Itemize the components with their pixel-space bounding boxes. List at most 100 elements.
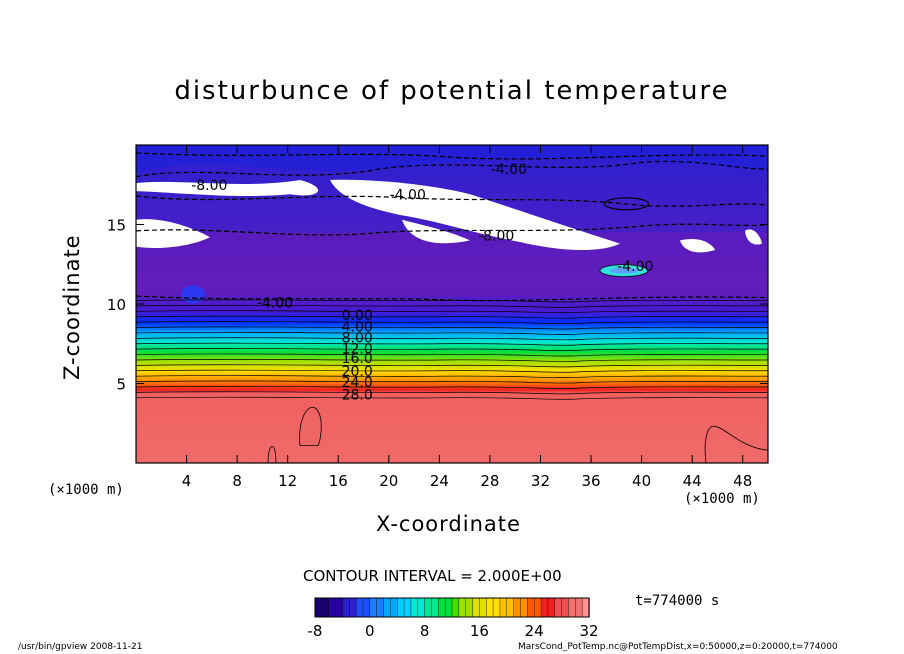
colorbar-cell [369, 597, 378, 618]
masked-region [402, 219, 470, 244]
colorbar-cell [390, 597, 398, 618]
contour-label: -4.00 [257, 295, 293, 311]
contour-label: 0.00 [342, 308, 373, 324]
colorbar-cell [472, 597, 481, 618]
contour-label: -8.00 [478, 229, 514, 245]
colorbar-cell [321, 597, 330, 618]
x-tick-label: 24 [430, 472, 449, 490]
contour-label: 28.0 [342, 388, 373, 404]
contour-line [135, 315, 769, 319]
colorbar-cell [397, 597, 405, 618]
colorbar-cell [458, 597, 467, 618]
colorbar-cell [417, 597, 426, 618]
blue-anomaly [180, 285, 205, 304]
contour-line [135, 326, 769, 330]
contour-line [135, 337, 769, 341]
contour-line [135, 348, 769, 352]
colorbar-cell [492, 597, 501, 618]
contour-label: 8.00 [342, 330, 373, 346]
x-tick-label: 16 [329, 472, 348, 490]
x-tick-label: 48 [733, 472, 752, 490]
contour-line-negative [135, 295, 769, 302]
contour-label: -4.00 [390, 187, 426, 203]
contour-line [135, 380, 769, 384]
contour-loop-lower [267, 445, 277, 464]
contour-line-negative [135, 160, 769, 178]
contour-line [135, 331, 769, 335]
contour-label: 16.0 [342, 351, 373, 367]
contour-loop-lower [299, 406, 322, 446]
x-tick-label: 36 [581, 472, 600, 490]
contour-line [135, 304, 769, 308]
contour-loop-lower [704, 426, 769, 464]
footer-source: MarsCond_PotTemp.nc@PotTempDist,x=0:5000… [518, 642, 838, 652]
purple-band [136, 232, 768, 297]
colorbar-cell [438, 597, 446, 618]
contour-line [135, 358, 769, 362]
colorbar-cell [554, 597, 563, 618]
colorbar-tick-label: 0 [365, 622, 375, 640]
contour-line-negative [135, 223, 769, 236]
contour-interval-label: CONTOUR INTERVAL = 2.000E+00 [303, 567, 562, 585]
contour-line [135, 369, 769, 373]
y-tick-label: 15 [107, 217, 126, 235]
x-unit-left: (×1000 m) [48, 482, 124, 498]
y-axis-label: Z-coordinate [60, 234, 84, 380]
chart-title: disturbunce of potential temperature [174, 76, 730, 106]
colorbar-cell [314, 597, 323, 618]
x-axis-label: X-coordinate [376, 512, 521, 536]
x-tick-label: 8 [232, 472, 242, 490]
contour-label: -8.00 [191, 178, 227, 194]
colorbar-cell [465, 597, 474, 618]
colorbar-tick-label: 8 [420, 622, 430, 640]
colorbar-cell [362, 597, 371, 618]
cyan-anomaly-core [609, 267, 638, 274]
footer-command: /usr/bin/gpview 2008-11-21 [18, 642, 143, 652]
masked-region [136, 219, 210, 248]
contour-line-negative [135, 152, 769, 160]
x-tick-label: 12 [278, 472, 297, 490]
x-tick-label: 32 [531, 472, 550, 490]
colorbar-cell [520, 597, 529, 618]
contour-label: 20.0 [342, 364, 373, 380]
contour-label: 12.0 [342, 342, 373, 358]
colorbar-cell [424, 597, 433, 618]
colorbar-cell [355, 597, 364, 618]
x-tick-label: 44 [683, 472, 702, 490]
contour-line [135, 375, 769, 379]
contour-line-negative [135, 195, 769, 207]
x-unit-right: (×1000 m) [684, 491, 760, 507]
colorbar-cell [575, 597, 583, 618]
colorbar-tick-label: 16 [470, 622, 489, 640]
colorbar-cell [581, 597, 590, 618]
colorbar-tick-label: 32 [579, 622, 598, 640]
contour-label: -4.00 [617, 259, 653, 275]
contour-label: 4.00 [342, 319, 373, 335]
colorbar-cell [479, 597, 487, 618]
contour-line [135, 396, 769, 400]
colorbar: -8 0 8 16 24 32 [308, 597, 599, 640]
colorbar-tick-label: 24 [525, 622, 544, 640]
colorbar-cell [349, 597, 357, 618]
colorbar-cell [410, 597, 419, 618]
colorbar-cell [383, 597, 392, 618]
contour-line [135, 391, 769, 395]
contour-line [135, 310, 769, 314]
colorbar-cell [527, 597, 535, 618]
contour-line [135, 353, 769, 357]
colorbar-cell [561, 597, 570, 618]
colorbar-cell [513, 597, 522, 618]
colorbar-cell [451, 597, 460, 618]
colorbar-cell [376, 597, 385, 618]
colorbar-cell [403, 597, 412, 618]
masked-region [136, 179, 319, 197]
colorbar-cell [328, 597, 337, 618]
y-tick-label: 5 [116, 376, 126, 394]
contour-line [135, 385, 769, 389]
contour-line [135, 321, 769, 325]
masked-region [745, 229, 762, 245]
colorbar-cell [547, 597, 556, 618]
colorbar-cell [506, 597, 515, 618]
blue-band-top [136, 145, 768, 174]
